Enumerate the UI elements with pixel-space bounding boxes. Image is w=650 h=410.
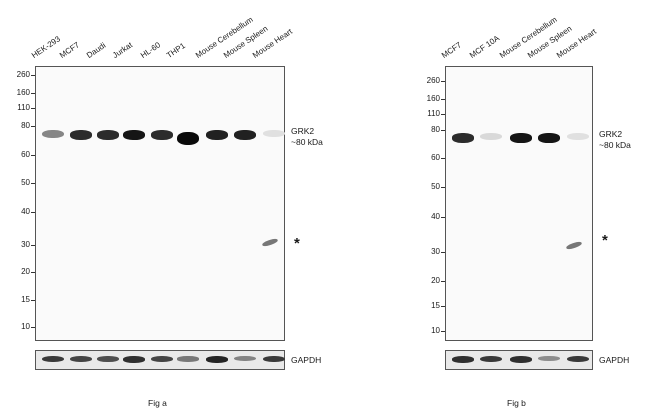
mw-marker-label: 30 xyxy=(21,240,30,249)
grk2-band xyxy=(97,130,119,140)
mw-marker-label: 40 xyxy=(21,207,30,216)
nonspecific-asterisk: * xyxy=(602,232,608,249)
grk2-band xyxy=(452,133,474,143)
figure-caption: Fig a xyxy=(148,398,167,408)
mw-tick xyxy=(441,114,445,115)
gapdh-band xyxy=(479,356,503,363)
gapdh-band xyxy=(566,356,590,363)
mw-tick xyxy=(441,281,445,282)
mw-marker-label: 80 xyxy=(431,125,440,134)
mw-marker-label: 60 xyxy=(431,153,440,162)
mw-tick xyxy=(31,212,35,213)
gapdh-band xyxy=(69,356,93,363)
mw-marker-label: 20 xyxy=(431,276,440,285)
grk2-band xyxy=(263,130,285,138)
mw-marker-label: 160 xyxy=(16,88,30,97)
lane-label: Daudi xyxy=(84,40,108,60)
mw-tick xyxy=(31,327,35,328)
mw-marker-label: 50 xyxy=(431,182,440,191)
mw-marker-label: 50 xyxy=(21,178,30,187)
mw-marker-label: 40 xyxy=(431,212,440,221)
lane-label: HEK-293 xyxy=(29,34,62,60)
mw-marker-label: 15 xyxy=(21,295,30,304)
mw-marker-label: 60 xyxy=(21,150,30,159)
grk2-band xyxy=(123,130,145,140)
gapdh-band xyxy=(205,356,229,363)
loading-control-label: GAPDH xyxy=(599,355,630,365)
mw-tick xyxy=(441,158,445,159)
blot-membrane-a xyxy=(35,66,285,341)
loading-control-label: GAPDH xyxy=(291,355,322,365)
grk2-band xyxy=(151,130,173,140)
mw-tick xyxy=(31,108,35,109)
gapdh-band xyxy=(537,356,561,362)
grk2-band xyxy=(510,133,532,143)
mw-marker-label: 10 xyxy=(21,322,30,331)
grk2-band xyxy=(480,133,502,141)
mw-marker-label: 260 xyxy=(426,76,440,85)
lane-label: MCF7 xyxy=(439,40,464,60)
mw-marker-label: 15 xyxy=(431,301,440,310)
lane-label: MCF7 xyxy=(57,40,82,60)
gapdh-band xyxy=(233,356,257,362)
gapdh-band xyxy=(41,356,65,363)
grk2-band xyxy=(206,130,228,140)
target-label: GRK2 xyxy=(291,126,315,136)
grk2-band xyxy=(234,130,256,140)
gapdh-band xyxy=(451,356,475,363)
mw-tick xyxy=(441,130,445,131)
gapdh-band xyxy=(176,356,200,362)
mw-marker-label: 30 xyxy=(431,247,440,256)
grk2-band xyxy=(538,133,560,143)
mw-marker-label: 10 xyxy=(431,326,440,335)
mw-tick xyxy=(31,245,35,246)
mw-tick xyxy=(31,183,35,184)
gapdh-band xyxy=(262,356,286,363)
grk2-band xyxy=(42,130,64,139)
mw-tick xyxy=(441,187,445,188)
mw-tick xyxy=(31,272,35,273)
mw-marker-label: 160 xyxy=(426,94,440,103)
grk2-band xyxy=(567,133,589,141)
gapdh-band xyxy=(150,356,174,363)
target-size: ~80 kDa xyxy=(291,137,323,147)
mw-tick xyxy=(31,75,35,76)
mw-tick xyxy=(441,217,445,218)
grk2-band xyxy=(177,132,199,145)
mw-marker-label: 20 xyxy=(21,267,30,276)
mw-tick xyxy=(31,93,35,94)
mw-tick xyxy=(441,331,445,332)
lane-label: THP1 xyxy=(164,41,187,60)
mw-tick xyxy=(31,300,35,301)
gapdh-band xyxy=(509,356,533,363)
mw-tick xyxy=(31,155,35,156)
nonspecific-asterisk: * xyxy=(294,235,300,252)
target-label: GRK2 xyxy=(599,129,623,139)
target-size: ~80 kDa xyxy=(599,140,631,150)
mw-marker-label: 110 xyxy=(427,109,440,118)
mw-tick xyxy=(31,126,35,127)
mw-marker-label: 110 xyxy=(17,103,30,112)
lane-label: HL-60 xyxy=(138,40,163,60)
mw-tick xyxy=(441,306,445,307)
mw-marker-label: 80 xyxy=(21,121,30,130)
mw-marker-label: 260 xyxy=(16,70,30,79)
grk2-band xyxy=(70,130,92,140)
mw-tick xyxy=(441,99,445,100)
mw-tick xyxy=(441,81,445,82)
figure-caption: Fig b xyxy=(507,398,526,408)
mw-tick xyxy=(441,252,445,253)
gapdh-band xyxy=(122,356,146,363)
gapdh-band xyxy=(96,356,120,363)
blot-membrane-b xyxy=(445,66,593,341)
lane-label: MCF 10A xyxy=(467,33,502,60)
lane-label: Jurkat xyxy=(110,40,135,60)
